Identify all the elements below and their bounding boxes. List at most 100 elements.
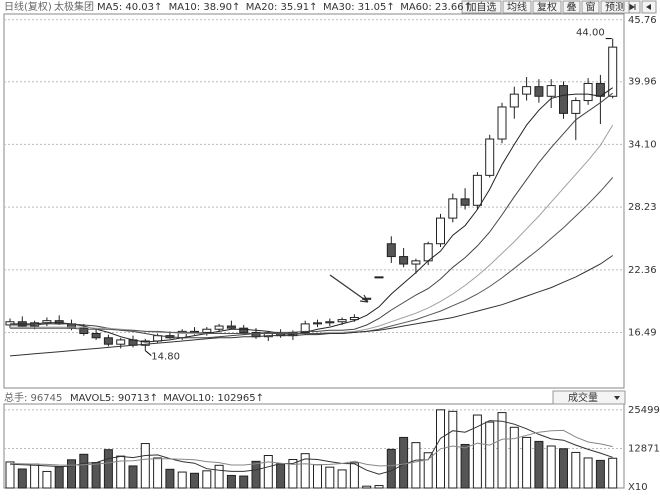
volume-bar	[79, 453, 89, 489]
volume-bar	[472, 414, 482, 489]
period-label: 日线(复权)	[4, 0, 52, 13]
low-annotation: 14.80	[151, 352, 180, 363]
candle-body	[226, 325, 236, 329]
legend-entry: MAVOL5: 90713↑	[70, 393, 158, 404]
volume-bar	[42, 470, 52, 489]
unit-label: X10	[628, 482, 648, 493]
candle-body	[79, 327, 89, 335]
y-tick-label: 34.10	[628, 139, 657, 150]
volume-bar	[153, 457, 163, 489]
volume-bar	[337, 469, 347, 489]
candle-body	[436, 217, 445, 245]
legend-entry: MA60: 23.66↑	[400, 2, 472, 13]
toolbar-label: 预测	[605, 1, 625, 14]
candle-body	[103, 337, 113, 345]
candle-body	[362, 297, 372, 300]
y-tick-label: 25499	[628, 405, 660, 416]
volume-bar	[67, 459, 76, 489]
ma-line	[9, 255, 613, 357]
volume-bar	[583, 457, 593, 489]
volume-bar	[165, 468, 175, 489]
toolbar-button[interactable]	[581, 0, 600, 14]
candle-body	[571, 100, 581, 114]
candle-body	[583, 82, 593, 102]
candle-body	[153, 335, 163, 342]
candle-body	[522, 86, 532, 95]
candle-body	[374, 276, 384, 279]
candle-body	[509, 93, 519, 108]
toolbar-button[interactable]	[562, 0, 581, 14]
volume-bar	[546, 445, 556, 489]
volume-bar	[595, 459, 605, 489]
high-annotation: 44.00	[576, 28, 605, 39]
volume-bar	[288, 458, 298, 489]
candle-body	[448, 198, 458, 219]
candle-body	[325, 321, 335, 324]
candle-body	[546, 85, 556, 97]
toolbar-label: 叠	[567, 2, 577, 14]
volume-bar	[17, 468, 27, 489]
nav-icon	[646, 4, 651, 10]
y-tick-label: 45.76	[628, 15, 657, 26]
volume-bar	[399, 436, 409, 489]
candle-body	[460, 198, 470, 206]
y-tick-label: 22.36	[628, 265, 657, 276]
volume-bar	[485, 421, 495, 489]
annotation-leader	[144, 350, 152, 356]
volume-bar	[300, 453, 310, 489]
legend-entry: MA5: 40.03↑	[97, 2, 162, 13]
y-tick-label: 12871	[628, 444, 660, 455]
price-panel	[3, 13, 625, 389]
dropdown-icon	[614, 396, 620, 400]
candle-body	[91, 333, 101, 339]
stock-name: 太极集团	[54, 0, 94, 13]
volume-bar	[239, 475, 249, 489]
toolbar-label: 复权	[537, 1, 557, 14]
volume-bar	[128, 465, 138, 489]
volume-bar	[214, 464, 224, 489]
volume-bar	[509, 426, 519, 489]
volume-bar	[497, 412, 507, 489]
candle-body	[5, 321, 15, 326]
volume-bar	[251, 460, 261, 489]
candle-body	[313, 322, 322, 325]
volume-bar	[263, 455, 273, 489]
toolbar-label: 均线	[507, 1, 527, 14]
candle-body	[214, 325, 224, 330]
volume-bar	[522, 436, 532, 489]
volume-bar	[386, 448, 396, 489]
volume-bar	[177, 471, 187, 489]
indicator-dropdown[interactable]	[552, 390, 626, 405]
volume-bar	[54, 466, 64, 489]
candle-body	[239, 327, 249, 333]
toolbar-button[interactable]	[461, 0, 502, 14]
toolbar-button[interactable]	[502, 0, 532, 14]
mavol-line	[9, 420, 613, 475]
legend-entry: MA10: 38.90↑	[169, 2, 241, 13]
y-tick-label: 39.96	[628, 77, 657, 88]
volume-bar	[411, 442, 421, 489]
toolbar-button[interactable]	[532, 0, 562, 14]
volume-bar	[460, 443, 470, 489]
indicator-name: 成交量	[568, 391, 598, 404]
candle-body	[337, 319, 347, 323]
candle-body	[472, 174, 482, 206]
toolbar-label: 加自选	[467, 1, 497, 14]
toolbar-button[interactable]	[600, 0, 630, 14]
mavol-line	[9, 429, 613, 467]
ma-line	[10, 177, 614, 334]
volume-bar	[276, 463, 286, 489]
candle-body	[202, 328, 212, 333]
candle-body	[559, 85, 568, 114]
volume-bar	[103, 449, 113, 489]
volume-bar	[559, 448, 568, 489]
volume-bar	[325, 466, 335, 489]
candle-body	[497, 106, 507, 140]
candle-body	[411, 260, 421, 265]
legend-entry: MA30: 31.05↑	[323, 2, 395, 13]
legend-entry: MA20: 35.91↑	[246, 2, 318, 13]
volume-bar	[190, 472, 199, 489]
candle-body	[399, 256, 409, 265]
